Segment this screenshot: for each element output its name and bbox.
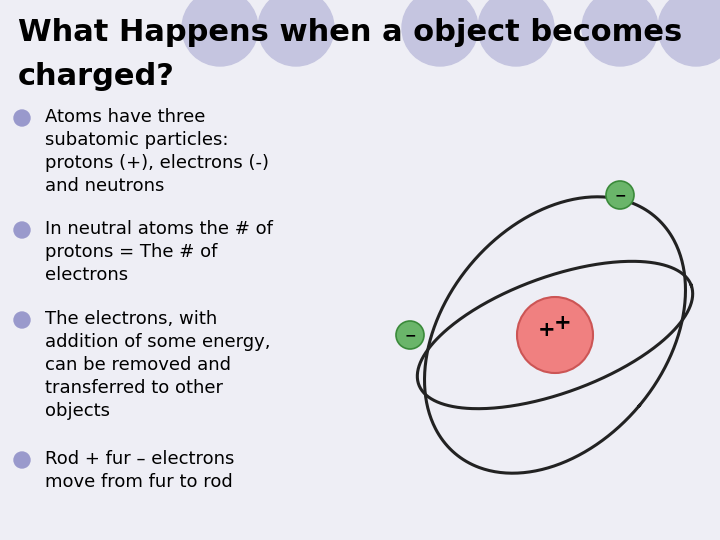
Text: −: − — [614, 188, 626, 202]
Circle shape — [478, 0, 554, 66]
Text: The electrons, with
addition of some energy,
can be removed and
transferred to o: The electrons, with addition of some ene… — [45, 310, 271, 420]
Circle shape — [14, 452, 30, 468]
Text: Atoms have three
subatomic particles:
protons (+), electrons (-)
and neutrons: Atoms have three subatomic particles: pr… — [45, 108, 269, 195]
Circle shape — [606, 181, 634, 209]
Circle shape — [14, 110, 30, 126]
Circle shape — [14, 312, 30, 328]
Text: In neutral atoms the # of
protons = The # of
electrons: In neutral atoms the # of protons = The … — [45, 220, 273, 284]
Text: Rod + fur – electrons
move from fur to rod: Rod + fur – electrons move from fur to r… — [45, 450, 235, 491]
Circle shape — [517, 297, 593, 373]
Text: +: + — [554, 313, 572, 333]
Text: +: + — [538, 320, 556, 340]
Circle shape — [582, 0, 658, 66]
Circle shape — [402, 0, 478, 66]
Text: What Happens when a object becomes: What Happens when a object becomes — [18, 18, 683, 47]
Text: charged?: charged? — [18, 62, 175, 91]
Circle shape — [396, 321, 424, 349]
Circle shape — [182, 0, 258, 66]
Circle shape — [658, 0, 720, 66]
Text: −: − — [404, 328, 416, 342]
Circle shape — [258, 0, 334, 66]
Circle shape — [14, 222, 30, 238]
